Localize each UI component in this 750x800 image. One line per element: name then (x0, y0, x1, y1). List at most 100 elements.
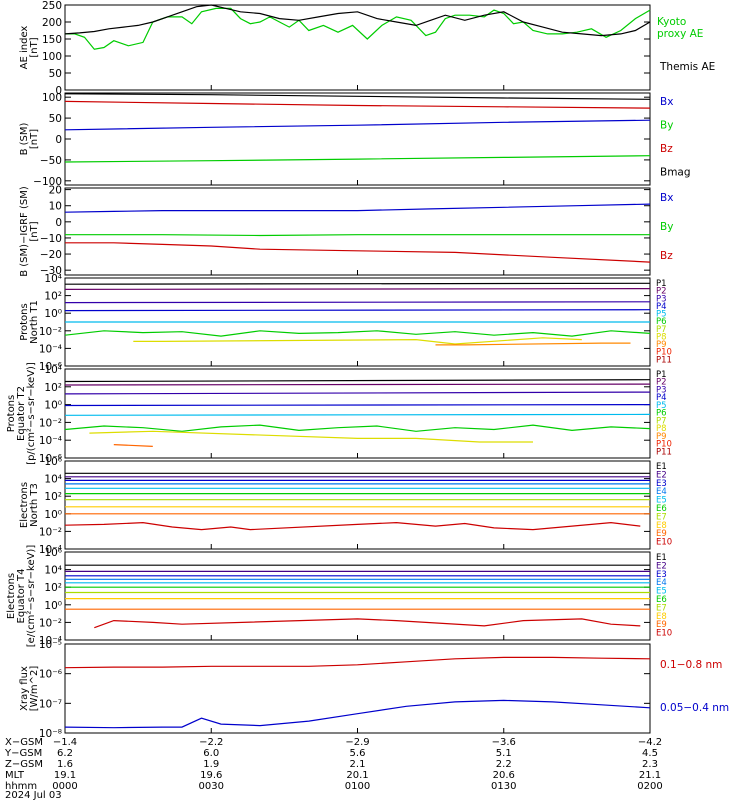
series-line-0-1-0-8-nm (64, 656, 651, 669)
y-tick-label: 150 (42, 34, 62, 46)
y-tick-label: 10 (49, 201, 62, 213)
x-row-label: MLT (5, 770, 25, 781)
legend-item: E9 (656, 529, 667, 539)
y-tick-label: 10⁴ (44, 273, 62, 285)
y-axis-label: B (SM) (19, 122, 30, 155)
y-axis-label: Equator T2 (16, 386, 27, 441)
legend-item: E8 (656, 612, 667, 622)
legend-item: P1 (656, 370, 667, 380)
y-tick-label: 10⁻⁶ (39, 453, 62, 465)
legend: 0.1−0.8 nm 0.05−0.4 nm (660, 659, 729, 714)
legend-item: E4 (656, 487, 667, 497)
legend-item: P1 (656, 279, 667, 289)
legend-item: P3 (656, 385, 667, 395)
y-tick-label: 200 (42, 17, 62, 29)
y-tick-label: 100 (42, 51, 62, 63)
legend-item: P3 (656, 294, 667, 304)
legend-item: E4 (656, 578, 667, 588)
y-tick-label: 10² (44, 491, 62, 503)
legend-item: E2 (656, 470, 667, 480)
y-axis-label: AE index (19, 26, 30, 70)
panel-protons_equator: 10⁻⁶ 10⁻⁴ 10⁻² 10⁰ 10² 10⁴ Protons Equator T2 [p… (6, 362, 672, 465)
legend-item: By (660, 221, 673, 233)
y-tick-label: 10⁻² (39, 326, 62, 338)
series-line-p2 (64, 383, 651, 386)
legend-item: Themis AE (659, 61, 715, 73)
x-row-label: X−GSM (5, 737, 43, 748)
series-line-p4 (64, 404, 651, 407)
series-line-p9 (113, 444, 153, 447)
series-line-p3 (64, 301, 651, 304)
series-line-e10 (94, 618, 641, 629)
y-tick-label: 10⁻⁴ (39, 544, 62, 556)
series-line-bx (64, 203, 651, 213)
legend-item: E5 (656, 496, 667, 506)
y-tick-label: 0 (55, 217, 62, 229)
legend-item: Bz (660, 143, 673, 155)
y-tick-label: 10⁶ (44, 456, 62, 468)
y-tick-label: 10⁴ (44, 474, 62, 486)
legend-item: E6 (656, 504, 667, 514)
y-tick-label: 0 (55, 134, 62, 146)
y-tick-label: 250 (42, 0, 62, 12)
x-tick-label: 20.1 (346, 770, 368, 781)
series-line-themis-ae (64, 4, 651, 37)
y-tick-label: 20 (49, 185, 62, 197)
x-tick-label: −4.2 (638, 737, 662, 748)
x-tick-label: 0200 (637, 781, 662, 792)
series-line-bmag (64, 93, 651, 100)
x-row-label: Z−GSM (5, 759, 43, 770)
legend-item: E3 (656, 570, 667, 580)
legend-item: proxy AE (657, 28, 703, 40)
y-axis-label: [e/(cm²−s−sr−keV)] (26, 545, 37, 648)
y-tick-label: 10² (44, 291, 62, 303)
y-tick-label: 10⁻² (39, 617, 62, 629)
y-tick-label: 100 (42, 92, 62, 104)
y-tick-label: 10⁻⁶ (39, 669, 62, 681)
x-tick-label: 21.1 (639, 770, 661, 781)
series-line-p2 (64, 288, 651, 290)
y-axis-label: Electrons (6, 573, 17, 619)
y-axis-label: North T1 (29, 300, 40, 344)
y-tick-label: 0 (55, 85, 62, 97)
legend-item: P8 (656, 332, 667, 342)
x-tick-label: 20.6 (493, 770, 515, 781)
legend-item: 0.05−0.4 nm (660, 702, 729, 714)
y-tick-label: 50 (49, 113, 62, 125)
x-tick-label: 2.3 (642, 759, 658, 770)
y-tick-label: 10⁶ (44, 547, 62, 559)
y-tick-label: 50 (49, 68, 62, 80)
y-tick-label: 10⁻⁶ (39, 361, 62, 373)
panel-frame (64, 187, 651, 276)
y-tick-label: −100 (33, 176, 62, 188)
series-line-bz (65, 242, 651, 263)
y-tick-label: 10⁻⁷ (39, 698, 62, 710)
legend-item: P9 (656, 432, 667, 442)
series-line-0-05-0-4-nm (64, 699, 651, 729)
y-axis-label: Equator T4 (16, 569, 27, 624)
legend-item: P11 (656, 447, 672, 457)
series-line-by (64, 155, 651, 163)
legend-item: Bmag (660, 167, 691, 179)
y-tick-label: 10⁻² (39, 526, 62, 538)
x-row-label: 2024 Jul 03 (5, 790, 62, 800)
x-tick-label: −2.2 (199, 737, 223, 748)
x-row-label: hhmm (5, 781, 37, 792)
y-axis-label: Electrons (19, 482, 30, 528)
legend-item: Kyoto (657, 16, 686, 28)
legend-item: E7 (656, 512, 667, 522)
x-tick-label: −1.4 (53, 737, 77, 748)
legend-item: Bx (660, 96, 673, 108)
y-tick-label: 10² (44, 382, 62, 394)
series-line-p5 (64, 424, 651, 432)
legend-item: P10 (656, 348, 672, 358)
x-tick-label: 0130 (491, 781, 516, 792)
legend-item: E9 (656, 620, 667, 630)
x-tick-label: −2.9 (345, 737, 369, 748)
